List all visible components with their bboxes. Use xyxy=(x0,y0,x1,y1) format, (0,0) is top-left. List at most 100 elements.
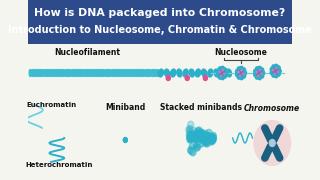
Ellipse shape xyxy=(60,69,62,76)
Circle shape xyxy=(274,73,276,75)
Circle shape xyxy=(205,134,211,141)
Circle shape xyxy=(218,75,222,79)
Circle shape xyxy=(193,132,199,140)
Circle shape xyxy=(224,73,225,75)
Ellipse shape xyxy=(123,69,126,76)
Circle shape xyxy=(201,135,205,140)
Circle shape xyxy=(273,68,278,74)
Circle shape xyxy=(205,134,209,139)
Circle shape xyxy=(202,139,207,145)
Circle shape xyxy=(205,133,212,141)
Ellipse shape xyxy=(133,69,135,76)
Circle shape xyxy=(203,137,207,142)
Circle shape xyxy=(208,135,212,140)
Circle shape xyxy=(242,74,245,78)
Ellipse shape xyxy=(119,69,121,76)
Circle shape xyxy=(207,132,212,139)
Circle shape xyxy=(197,134,201,138)
Ellipse shape xyxy=(67,69,69,76)
Circle shape xyxy=(187,135,192,143)
Circle shape xyxy=(260,74,264,78)
Ellipse shape xyxy=(43,69,46,76)
Ellipse shape xyxy=(114,69,116,76)
Circle shape xyxy=(208,136,215,145)
Circle shape xyxy=(211,136,215,140)
Circle shape xyxy=(190,137,193,140)
Circle shape xyxy=(221,76,224,80)
Circle shape xyxy=(219,71,220,73)
Circle shape xyxy=(210,138,215,144)
Circle shape xyxy=(211,136,215,141)
Text: How is DNA packaged into Chromosome?: How is DNA packaged into Chromosome? xyxy=(34,8,286,18)
Ellipse shape xyxy=(189,69,194,77)
Circle shape xyxy=(243,71,246,75)
Circle shape xyxy=(188,128,191,132)
Ellipse shape xyxy=(55,69,58,76)
Circle shape xyxy=(211,132,216,139)
Circle shape xyxy=(224,71,228,75)
Circle shape xyxy=(211,136,215,141)
Ellipse shape xyxy=(111,69,114,76)
Circle shape xyxy=(217,73,220,77)
Circle shape xyxy=(188,132,195,140)
Circle shape xyxy=(189,134,195,142)
Circle shape xyxy=(198,137,202,142)
Circle shape xyxy=(194,143,198,148)
Ellipse shape xyxy=(88,69,91,76)
Circle shape xyxy=(200,134,207,143)
Circle shape xyxy=(238,70,244,76)
Circle shape xyxy=(192,134,197,140)
Circle shape xyxy=(195,134,202,142)
Circle shape xyxy=(210,134,216,142)
Circle shape xyxy=(276,67,277,69)
Circle shape xyxy=(203,132,209,139)
Circle shape xyxy=(253,120,291,166)
Circle shape xyxy=(197,145,201,149)
Ellipse shape xyxy=(109,69,112,76)
Ellipse shape xyxy=(177,69,182,77)
Circle shape xyxy=(194,129,199,135)
Ellipse shape xyxy=(196,69,201,77)
Circle shape xyxy=(194,144,200,151)
Ellipse shape xyxy=(126,69,128,76)
Circle shape xyxy=(240,76,243,80)
Circle shape xyxy=(201,134,207,141)
Ellipse shape xyxy=(81,69,84,76)
Circle shape xyxy=(272,73,275,77)
Circle shape xyxy=(204,136,207,140)
Circle shape xyxy=(256,71,257,73)
Circle shape xyxy=(204,138,209,145)
Ellipse shape xyxy=(57,69,60,76)
Circle shape xyxy=(190,148,196,156)
Circle shape xyxy=(188,137,190,140)
Circle shape xyxy=(195,135,202,144)
Circle shape xyxy=(269,140,275,147)
Ellipse shape xyxy=(76,69,79,76)
Circle shape xyxy=(277,72,280,76)
Circle shape xyxy=(222,69,223,71)
Ellipse shape xyxy=(137,69,140,76)
Circle shape xyxy=(270,71,274,75)
Ellipse shape xyxy=(100,69,102,76)
Circle shape xyxy=(204,142,207,146)
Ellipse shape xyxy=(164,69,170,77)
Circle shape xyxy=(206,136,209,140)
Circle shape xyxy=(208,136,212,142)
Circle shape xyxy=(240,66,243,71)
Circle shape xyxy=(187,134,195,143)
Circle shape xyxy=(204,133,212,141)
Ellipse shape xyxy=(64,69,67,76)
Text: Euchromatin: Euchromatin xyxy=(26,102,76,108)
Circle shape xyxy=(243,73,244,75)
Ellipse shape xyxy=(83,69,86,76)
Circle shape xyxy=(237,75,241,79)
Circle shape xyxy=(203,137,206,141)
Circle shape xyxy=(277,66,280,70)
Circle shape xyxy=(223,74,227,78)
Text: Chromosome: Chromosome xyxy=(244,103,300,112)
Ellipse shape xyxy=(97,69,100,76)
Ellipse shape xyxy=(69,69,72,76)
Circle shape xyxy=(194,144,198,148)
Ellipse shape xyxy=(50,69,53,76)
Ellipse shape xyxy=(90,69,93,76)
